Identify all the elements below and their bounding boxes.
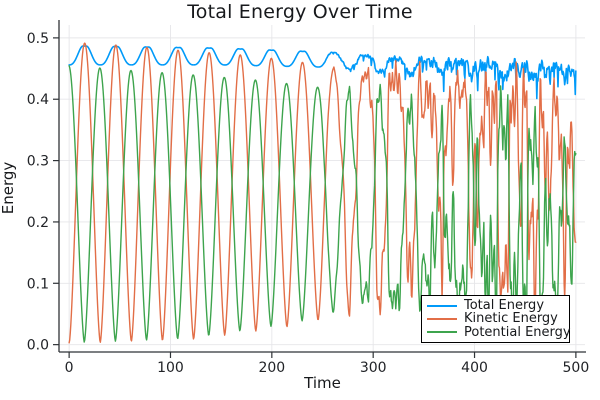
legend-label: Kinetic Energy (464, 311, 558, 327)
legend-swatch-kinetic-energy (427, 317, 457, 320)
series-potential-energy-line (68, 65, 577, 343)
legend: Total Energy Kinetic Energy Potential En… (421, 295, 571, 343)
chart-title: Total Energy Over Time (187, 1, 413, 23)
legend-item-potential-energy: Potential Energy (427, 326, 571, 339)
y-tick-label: 0.5 (27, 31, 49, 47)
legend-item-total-energy: Total Energy (427, 299, 564, 312)
y-tick-label: 0.2 (27, 215, 49, 231)
y-tick-label: 0.4 (27, 92, 49, 108)
x-tick-label: 0 (65, 360, 74, 376)
legend-item-kinetic-energy: Kinetic Energy (427, 312, 564, 325)
x-axis-label: Time (304, 374, 341, 392)
y-tick-label: 0.3 (27, 154, 49, 170)
series-kinetic-energy-line (68, 42, 577, 344)
legend-label: Potential Energy (464, 324, 571, 340)
x-tick-label: 100 (157, 360, 184, 376)
y-axis-label: Energy (0, 161, 17, 215)
legend-swatch-potential-energy (427, 331, 457, 334)
x-tick-label: 200 (258, 360, 285, 376)
x-tick-label: 300 (360, 360, 387, 376)
legend-label: Total Energy (464, 298, 545, 314)
y-tick-label: 0.1 (27, 276, 49, 292)
x-tick-label: 500 (563, 360, 590, 376)
y-tick-label: 0.0 (27, 338, 49, 354)
x-tick-label: 400 (461, 360, 488, 376)
legend-swatch-total-energy (427, 304, 457, 307)
series-total-energy-line (68, 45, 577, 100)
